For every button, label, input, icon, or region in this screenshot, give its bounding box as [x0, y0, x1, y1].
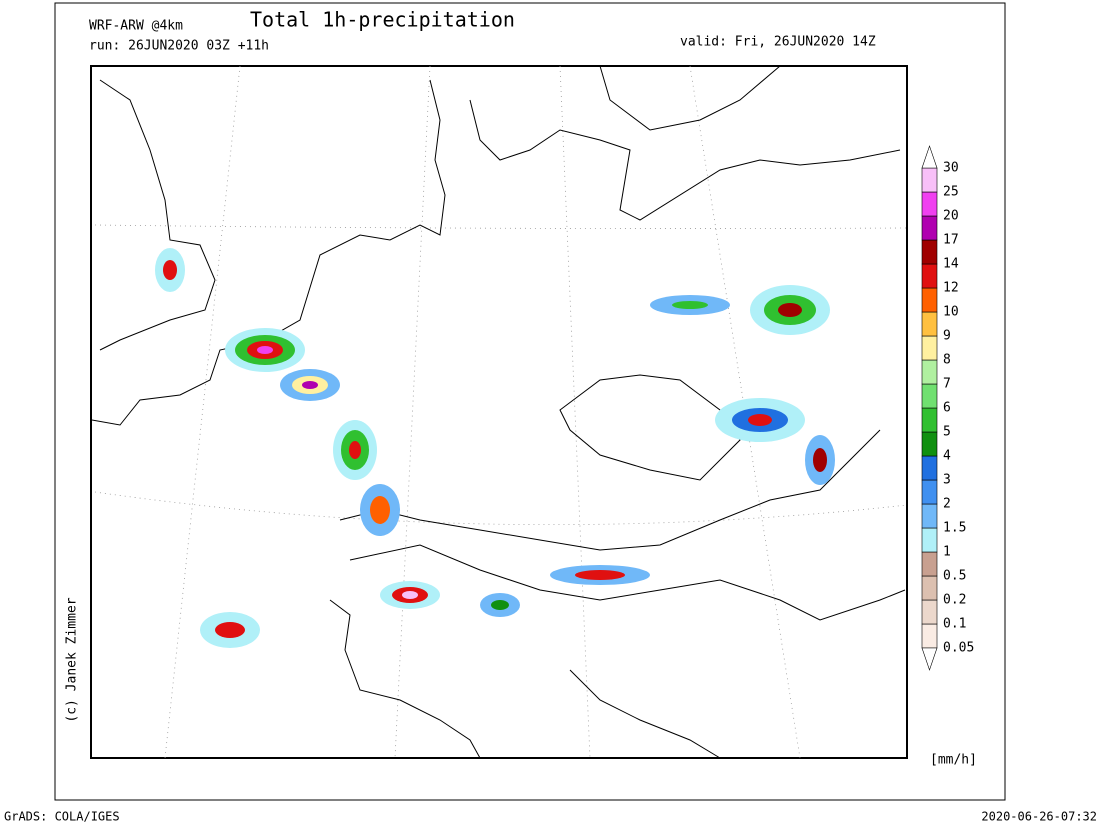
unit-label: [mm/h] — [930, 753, 977, 768]
copyright: (c) Janek Zimmer — [65, 597, 80, 722]
colorbar-box — [921, 503, 938, 529]
colorbar-box — [921, 359, 938, 385]
colorbar-box — [921, 407, 938, 433]
colorbar-label: 1 — [943, 545, 951, 560]
colorbar-box — [921, 167, 938, 193]
colorbar-box — [921, 479, 938, 505]
colorbar-box — [921, 431, 938, 457]
colorbar-label: 7 — [943, 377, 951, 392]
run-label: run: 26JUN2020 03Z +11h — [89, 39, 269, 54]
colorbar-label: 10 — [943, 305, 959, 320]
colorbar-box — [921, 335, 938, 361]
model-label: WRF-ARW @4km — [89, 19, 183, 34]
colorbar-label: 8 — [943, 353, 951, 368]
colorbar-box — [921, 527, 938, 553]
precip-cells — [155, 248, 835, 648]
colorbar-cap-bottom — [921, 647, 938, 671]
map — [90, 65, 908, 759]
colorbar-label: 6 — [943, 401, 951, 416]
colorbar-box — [921, 455, 938, 481]
colorbar-label: 20 — [943, 209, 959, 224]
colorbar-box — [921, 575, 938, 601]
colorbar-box — [921, 287, 938, 313]
title: Total 1h-precipitation — [250, 8, 515, 32]
colorbar-label: 9 — [943, 329, 951, 344]
colorbar-box — [921, 215, 938, 241]
colorbar-label: 25 — [943, 185, 959, 200]
colorbar-box — [921, 263, 938, 289]
colorbar-box — [921, 311, 938, 337]
valid-label: valid: Fri, 26JUN2020 14Z — [680, 35, 876, 50]
colorbar-box — [921, 551, 938, 577]
colorbar-box — [921, 623, 938, 649]
colorbar-label: 14 — [943, 257, 959, 272]
colorbar: 0.05 0.1 0.2 0.5 1 1.5 2 3 4 5 6 7 8 9 10 12 14 17 20 25 30 — [921, 145, 974, 671]
colorbar-label: 0.1 — [943, 617, 966, 632]
footer-right: 2020-06-26-07:32 — [981, 810, 1097, 824]
colorbar-box — [921, 599, 938, 625]
colorbar-label: 4 — [943, 449, 951, 464]
colorbar-label: 1.5 — [943, 521, 966, 536]
colorbar-label: 5 — [943, 425, 951, 440]
colorbar-cap-top — [921, 145, 938, 169]
colorbar-label: 0.2 — [943, 593, 966, 608]
colorbar-box — [921, 383, 938, 409]
colorbar-label: 0.5 — [943, 569, 966, 584]
colorbar-box — [921, 239, 938, 265]
colorbar-label: 3 — [943, 473, 951, 488]
colorbar-label: 12 — [943, 281, 959, 296]
colorbar-label: 2 — [943, 497, 951, 512]
coastlines — [91, 65, 906, 759]
colorbar-box — [921, 191, 938, 217]
colorbar-label: 17 — [943, 233, 959, 248]
footer-left: GrADS: COLA/IGES — [4, 810, 120, 824]
outer-frame — [54, 2, 1006, 801]
colorbar-label: 0.05 — [943, 641, 974, 656]
colorbar-label: 30 — [943, 161, 959, 176]
